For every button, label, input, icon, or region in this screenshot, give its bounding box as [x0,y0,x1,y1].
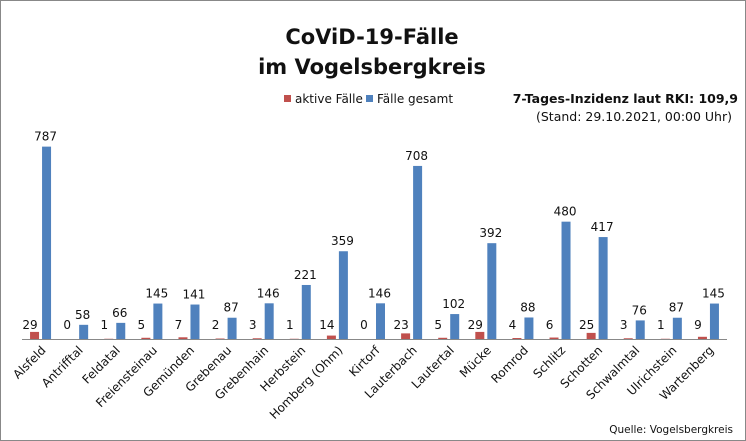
bar-gesamt [79,324,89,339]
source-note: Quelle: Vogelsbergkreis [609,424,733,436]
data-label-gesamt: 141 [183,288,206,302]
data-label-gesamt: 146 [257,286,280,300]
data-label-aktive: 5 [434,318,442,332]
bar-gesamt [413,165,423,339]
bar-gesamt [487,243,497,339]
bar-gesamt [598,237,608,339]
bar-aktive [178,337,188,339]
data-label-aktive: 25 [579,318,594,332]
data-label-aktive: 29 [22,318,37,332]
data-label-aktive: 0 [360,318,368,332]
bar-aktive [623,338,633,339]
chart-title-line1: CoViD-19-Fälle [285,25,458,49]
data-label-gesamt: 145 [145,287,168,301]
data-label-gesamt: 87 [223,301,238,315]
data-label-aktive: 9 [694,318,702,332]
bar-gesamt [672,317,682,339]
data-label-gesamt: 146 [368,286,391,300]
bar-aktive [326,335,336,339]
bar-gesamt [524,317,534,339]
data-label-gesamt: 66 [112,306,127,320]
bar-aktive [30,331,40,339]
incidence-note: 7-Tages-Inzidenz laut RKI: 109,9 [513,91,738,106]
bar-gesamt [709,303,719,339]
stand-note: (Stand: 29.10.2021, 00:00 Uhr) [536,109,732,124]
data-label-aktive: 23 [393,318,408,332]
bar-aktive [401,333,411,339]
data-label-aktive: 5 [138,318,146,332]
data-label-aktive: 2 [212,318,220,332]
bar-aktive [512,338,522,339]
data-label-aktive: 3 [620,318,628,332]
bar-gesamt [635,320,645,339]
data-label-aktive: 1 [657,318,665,332]
data-label-gesamt: 221 [294,268,317,282]
data-label-gesamt: 88 [520,300,535,314]
data-label-gesamt: 708 [405,149,428,163]
data-label-aktive: 1 [100,318,108,332]
data-label-gesamt: 76 [632,303,647,317]
bar-aktive [549,337,559,339]
data-label-aktive: 14 [319,318,334,332]
data-label-gesamt: 58 [75,308,90,322]
data-label-gesamt: 392 [479,226,502,240]
data-label-aktive: 29 [468,318,483,332]
data-label-gesamt: 87 [669,301,684,315]
data-label-gesamt: 102 [442,297,465,311]
data-label-aktive: 7 [175,318,183,332]
data-label-gesamt: 359 [331,234,354,248]
legend-swatch-gesamt [366,95,373,102]
bar-gesamt [450,314,460,339]
legend: aktive Fälle Fälle gesamt [284,92,453,106]
legend-label-aktive: aktive Fälle [295,92,363,106]
bar-aktive [252,338,262,339]
legend-label-gesamt: Fälle gesamt [377,92,453,106]
data-label-gesamt: 480 [554,205,577,219]
bar-aktive [141,337,151,339]
data-label-gesamt: 145 [702,287,725,301]
bar-gesamt [153,303,163,339]
bar-aktive [586,332,596,339]
data-label-gesamt: 417 [591,220,614,234]
data-label-aktive: 4 [509,318,517,332]
bar-aktive [475,331,485,339]
data-label-gesamt: 787 [34,130,57,144]
data-label-aktive: 6 [546,318,554,332]
data-label-aktive: 0 [63,318,71,332]
data-label-aktive: 3 [249,318,257,332]
bar-gesamt [376,303,385,339]
bar-gesamt [338,251,348,339]
bar-gesamt [561,221,571,339]
legend-swatch-aktive [284,95,291,102]
bar-gesamt [190,304,200,339]
data-label-aktive: 1 [286,318,294,332]
chart-title-line2: im Vogelsbergkreis [258,55,486,79]
bar-aktive [438,337,448,339]
bar-gesamt [301,284,311,339]
bar-gesamt [227,317,237,339]
bar-gesamt [264,303,274,339]
bar-gesamt [42,146,52,339]
bar-gesamt [116,322,126,339]
bar-aktive [697,336,707,339]
